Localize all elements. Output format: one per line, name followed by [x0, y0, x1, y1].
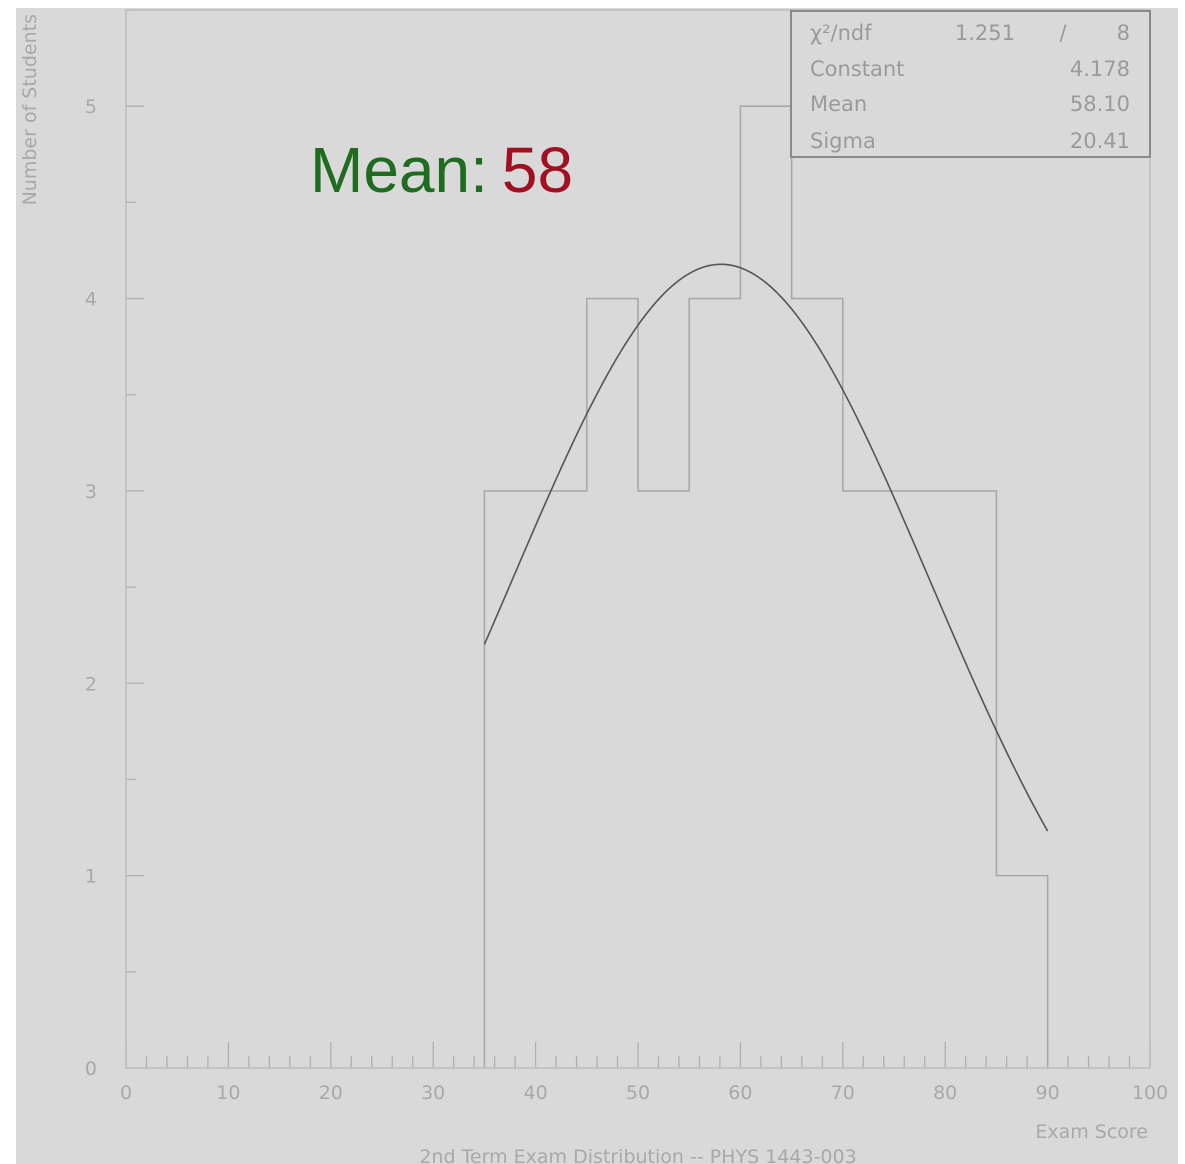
stats-sigma-value: 20.41 [1070, 129, 1130, 153]
stats-chi2-separator: / [1059, 21, 1067, 45]
x-tick-label: 50 [626, 1082, 650, 1104]
mean-annotation-value: 58 [502, 134, 573, 206]
histogram-bar [894, 491, 945, 1068]
histogram-bar [792, 299, 843, 1068]
histogram-bar [740, 106, 791, 1068]
y-axis: 0 1 2 3 4 5 [85, 9, 144, 1080]
x-tick-label: 90 [1036, 1082, 1060, 1104]
histogram-bar [843, 491, 894, 1068]
x-tick-label: 0 [120, 1082, 132, 1104]
x-axis: 0 10 20 30 40 50 60 70 80 90 100 [120, 1042, 1168, 1104]
y-tick-label: 5 [85, 96, 97, 118]
histogram-bar [638, 491, 689, 1068]
histogram-bars [483, 105, 1049, 1068]
stats-box: χ²/ndf 1.251 / 8 Constant 4.178 Mean 58.… [790, 10, 1151, 158]
stats-ndf-value: 8 [1117, 21, 1130, 45]
plot-background [16, 8, 1178, 1164]
histogram-bar [484, 491, 535, 1068]
y-tick-label: 3 [85, 481, 97, 503]
histogram-outline [483, 105, 1049, 1068]
x-tick-label: 100 [1132, 1082, 1168, 1104]
histogram-bar [945, 491, 996, 1068]
histogram-bar [996, 876, 1047, 1068]
plot-frame [125, 9, 1151, 1069]
stats-constant-value: 4.178 [1070, 57, 1130, 81]
x-tick-label: 10 [216, 1082, 240, 1104]
x-tick-label: 60 [728, 1082, 752, 1104]
histogram-bar [689, 299, 740, 1068]
stats-chi2-value: 1.251 [955, 21, 1015, 45]
y-tick-label: 4 [85, 289, 97, 311]
stats-mean-name: Mean [810, 92, 867, 116]
x-tick-label: 70 [831, 1082, 855, 1104]
x-tick-label: 40 [524, 1082, 548, 1104]
stats-constant-name: Constant [810, 57, 904, 81]
x-tick-label: 20 [319, 1082, 343, 1104]
stats-chi2-name: χ²/ndf [810, 21, 872, 45]
x-tick-label: 30 [421, 1082, 445, 1104]
stats-mean-value: 58.10 [1070, 92, 1130, 116]
stats-sigma-name: Sigma [810, 129, 876, 153]
chart-title: 2nd Term Exam Distribution -- PHYS 1443-… [419, 1146, 856, 1164]
x-axis-title: Exam Score [1035, 1121, 1148, 1143]
y-axis-title: Number of Students [19, 14, 41, 205]
gaussian-fit-curve [483, 263, 1049, 832]
y-tick-label: 2 [85, 673, 97, 695]
histogram-bar [587, 299, 638, 1068]
y-tick-label: 1 [85, 866, 97, 888]
stats-box-frame [790, 10, 1151, 158]
x-tick-label: 80 [933, 1082, 957, 1104]
mean-annotation: Mean: 58 [310, 134, 573, 206]
y-tick-label: 0 [85, 1058, 97, 1080]
mean-annotation-label: Mean: [310, 134, 488, 206]
histogram-bar [536, 491, 587, 1068]
